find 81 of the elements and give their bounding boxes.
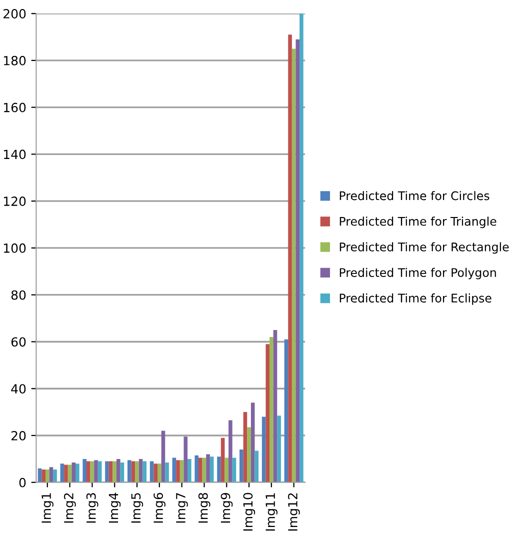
y-tick-label: 0 bbox=[19, 478, 26, 488]
bar bbox=[273, 330, 278, 482]
bar bbox=[210, 456, 214, 482]
bar bbox=[105, 461, 109, 482]
y-tick-label: 200 bbox=[4, 9, 26, 18]
bar bbox=[188, 458, 192, 482]
bar bbox=[284, 339, 288, 482]
legend-label: Predicted Time for Eclipse bbox=[340, 293, 492, 305]
bar bbox=[288, 34, 292, 482]
bar bbox=[154, 464, 158, 482]
bar bbox=[172, 458, 176, 482]
bar bbox=[42, 469, 46, 482]
x-tick-label: Img11 bbox=[266, 493, 278, 531]
bar bbox=[250, 402, 255, 482]
bar bbox=[206, 454, 210, 482]
bar bbox=[112, 461, 117, 482]
bar bbox=[86, 461, 90, 482]
y-tick-label: 20 bbox=[11, 430, 26, 440]
legend-label: Predicted Time for Rectangle bbox=[340, 242, 509, 254]
y-tick-label: 140 bbox=[4, 150, 26, 160]
x-tick-label: Img1 bbox=[42, 493, 54, 523]
bar bbox=[49, 467, 54, 482]
bar bbox=[220, 438, 225, 482]
y-tick-label: 100 bbox=[4, 243, 26, 253]
x-tick-label: Img7 bbox=[176, 493, 188, 523]
bar bbox=[82, 458, 86, 482]
bar bbox=[180, 460, 184, 482]
x-tick-label: Img5 bbox=[131, 493, 144, 523]
bar bbox=[72, 462, 76, 482]
bar bbox=[142, 461, 147, 482]
bar bbox=[120, 462, 124, 482]
bar bbox=[135, 461, 139, 482]
x-tick-label: Img6 bbox=[154, 492, 166, 523]
y-tick-label: 160 bbox=[4, 102, 26, 112]
legend-label: Predicted Time for Triangle bbox=[340, 216, 496, 228]
y-tick-label: 120 bbox=[4, 196, 26, 206]
bar bbox=[165, 462, 169, 482]
bar bbox=[161, 430, 166, 482]
bar bbox=[64, 464, 68, 482]
bar bbox=[243, 412, 248, 482]
bar bbox=[247, 427, 251, 482]
bar bbox=[198, 458, 202, 482]
bar bbox=[266, 344, 270, 482]
bar bbox=[300, 14, 304, 482]
bar bbox=[53, 469, 57, 482]
y-tick-label: 80 bbox=[11, 290, 26, 300]
bar bbox=[60, 464, 64, 482]
bar bbox=[277, 416, 281, 482]
bar bbox=[76, 464, 80, 482]
x-tick-label: Img2 bbox=[64, 493, 76, 523]
y-tick-label: 180 bbox=[4, 56, 26, 66]
bar bbox=[254, 450, 259, 482]
bar bbox=[127, 460, 132, 482]
bar bbox=[194, 455, 198, 482]
bar bbox=[232, 458, 236, 482]
bar bbox=[270, 337, 274, 482]
bar bbox=[158, 464, 162, 482]
bar bbox=[240, 450, 244, 482]
x-tick-label: Img8 bbox=[198, 492, 210, 523]
legend-label: Predicted Time for Circles bbox=[340, 191, 490, 200]
x-tick-label: Img12 bbox=[288, 493, 300, 531]
bar bbox=[217, 456, 221, 482]
bar bbox=[224, 458, 229, 482]
bar bbox=[202, 458, 206, 482]
x-tick-label: Img9 bbox=[220, 492, 233, 523]
bar bbox=[138, 458, 143, 482]
bar bbox=[45, 469, 50, 482]
bar bbox=[262, 416, 266, 482]
y-tick-label: 60 bbox=[11, 337, 26, 347]
bar bbox=[94, 460, 98, 482]
bar bbox=[228, 420, 232, 482]
x-tick-label: Img4 bbox=[108, 492, 121, 523]
legend-label: Predicted Time for Polygon bbox=[340, 268, 496, 280]
bar bbox=[116, 458, 120, 482]
bar bbox=[176, 460, 180, 482]
x-tick-label: Img3 bbox=[86, 493, 98, 523]
y-tick-label: 40 bbox=[11, 384, 26, 394]
bar bbox=[296, 39, 300, 482]
bar bbox=[184, 436, 188, 482]
x-tick-label: Img10 bbox=[243, 492, 256, 531]
bar bbox=[292, 48, 296, 482]
